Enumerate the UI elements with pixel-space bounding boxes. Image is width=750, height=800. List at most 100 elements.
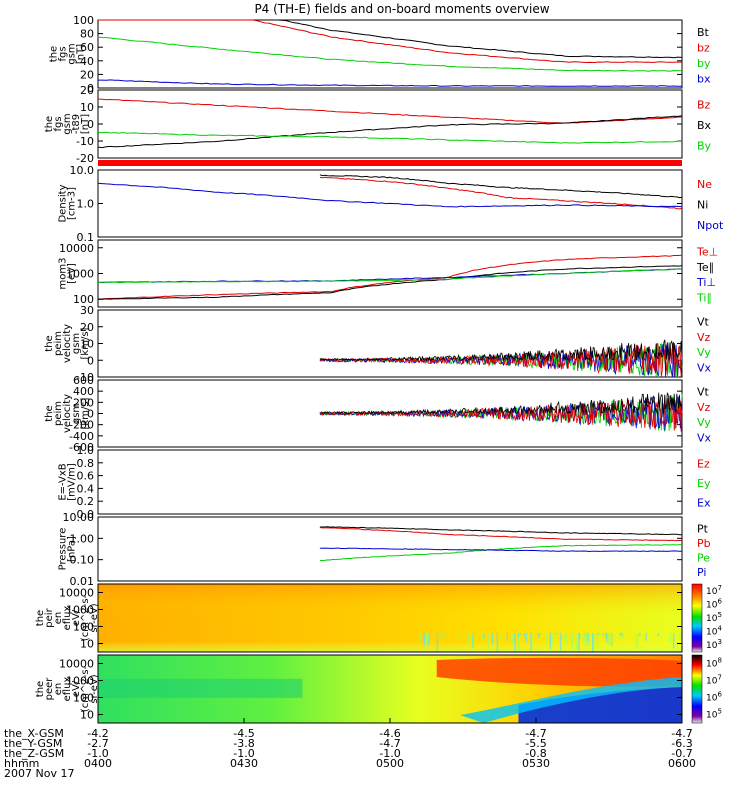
series-Pe bbox=[319, 544, 682, 562]
x-tick-label: -1.0 bbox=[87, 747, 108, 760]
spectrogram-speckle bbox=[517, 632, 519, 649]
spectrogram-speckle bbox=[458, 632, 460, 638]
spectrogram-speckle bbox=[435, 632, 437, 635]
panel-frame bbox=[97, 19, 683, 89]
legend-label: Vz bbox=[697, 331, 711, 344]
x-tick-label: -5.5 bbox=[525, 737, 546, 750]
colorbar-tick-label: 106 bbox=[706, 691, 722, 704]
y-tick-label: 10 bbox=[80, 709, 94, 722]
date-label: 2007 Nov 17 bbox=[4, 767, 74, 780]
y-tick-label: 20 bbox=[80, 84, 94, 97]
panel-7: 0.00.20.40.60.81.0 E=-VxB[mV/m] Ez Ey Ex bbox=[58, 444, 711, 521]
y-tick-label: 20 bbox=[80, 321, 94, 334]
x-tick-label: 0400 bbox=[84, 757, 112, 770]
y-axis-label: mom3[eV] bbox=[58, 258, 78, 290]
spectrogram-speckle bbox=[419, 632, 421, 641]
spectrogram-speckle bbox=[467, 632, 470, 643]
panel-frame bbox=[97, 239, 683, 308]
x-tick-label: -4.2 bbox=[87, 727, 108, 740]
series-Ni bbox=[319, 174, 683, 199]
panel-5: -10 0 10 20 30 thepeimvelocitygsm[km/s] Vt Vz Vy… bbox=[44, 304, 712, 384]
spectrogram-speckle bbox=[597, 632, 599, 636]
y-tick-label: -10 bbox=[76, 371, 94, 384]
x-tick-label: -1.0 bbox=[379, 747, 400, 760]
y-tick-label: -10 bbox=[76, 135, 94, 148]
spectrogram-speckle bbox=[531, 632, 533, 648]
y-tick-label: 10000 bbox=[59, 658, 94, 671]
y-tick-label: 0 bbox=[87, 408, 94, 421]
spectrogram-speckle bbox=[607, 632, 609, 645]
x-label-row: the_X-GSM bbox=[4, 727, 64, 740]
y-tick-label: 400 bbox=[73, 385, 94, 398]
spectrogram-speckle bbox=[472, 632, 474, 648]
series-Pb bbox=[319, 527, 682, 542]
spectrogram-speckle bbox=[559, 632, 562, 651]
series-Ti_par bbox=[97, 268, 683, 284]
spectrogram-speckle bbox=[537, 632, 540, 638]
y-tick-label: 10 bbox=[80, 638, 94, 651]
spectrogram-speckle bbox=[621, 632, 623, 637]
legend-label: Vt bbox=[697, 316, 710, 329]
spectrogram-speckle bbox=[576, 632, 578, 651]
legend-label: Vy bbox=[697, 416, 711, 429]
legend-label: Ez bbox=[697, 458, 710, 471]
spectrogram-speckle bbox=[657, 632, 660, 637]
colorbar-tick-label: 106 bbox=[706, 597, 722, 610]
spectrogram-speckle bbox=[535, 632, 538, 634]
y-tick-label: 0 bbox=[87, 354, 94, 367]
y-axis-label: thepeerenefluxeV/(cm^2-s-sr-eV) bbox=[35, 665, 100, 712]
y-tick-label: 10000 bbox=[59, 242, 94, 255]
panel-frame bbox=[97, 516, 683, 582]
y-tick-label: 200 bbox=[73, 396, 94, 409]
y-tick-label: 0.1 bbox=[77, 231, 95, 244]
spectrogram-speckle bbox=[639, 632, 641, 637]
y-tick-label: 0.6 bbox=[77, 470, 95, 483]
y-tick-label: 20 bbox=[80, 68, 94, 81]
spectrogram-speckle bbox=[555, 632, 558, 635]
electron-low-flux bbox=[518, 687, 682, 723]
spectrogram-speckle bbox=[523, 632, 525, 638]
velocity-trace-red bbox=[319, 395, 683, 432]
spectrogram-speckle bbox=[610, 632, 612, 646]
y-tick-label: 10.00 bbox=[63, 511, 95, 524]
legend-label: Pe bbox=[697, 551, 710, 564]
spectrogram-speckle bbox=[500, 632, 502, 641]
spectrogram-speckle bbox=[596, 632, 599, 649]
spectrogram-speckle bbox=[474, 632, 476, 635]
spectrogram-speckle bbox=[479, 632, 481, 635]
y-tick-label: 1000 bbox=[66, 604, 94, 617]
y-tick-label: -400 bbox=[69, 430, 94, 443]
series-bz bbox=[98, 19, 682, 64]
series-bx bbox=[98, 79, 682, 87]
colorbar-tick-label: 107 bbox=[706, 584, 722, 597]
y-tick-label: 40 bbox=[80, 55, 94, 68]
y-tick-label: 1000 bbox=[66, 675, 94, 688]
spectrogram-speckle bbox=[602, 632, 604, 636]
legend-label: Pb bbox=[697, 537, 711, 550]
legend-label: Ex bbox=[697, 496, 711, 509]
electron-mid-flux bbox=[460, 677, 682, 723]
y-tick-label: 100 bbox=[73, 293, 94, 306]
x-label-row: the_Z-GSM bbox=[4, 747, 64, 760]
spectrogram-speckle bbox=[506, 632, 509, 641]
spectrogram-speckle bbox=[491, 632, 494, 645]
colorbar bbox=[691, 654, 703, 724]
legend-label: Bx bbox=[697, 119, 712, 132]
y-tick-label: 0.4 bbox=[77, 482, 95, 495]
spectrogram-speckle bbox=[594, 632, 596, 645]
spectrogram-speckle bbox=[634, 632, 637, 646]
x-tick-label: -0.7 bbox=[671, 747, 692, 760]
spectrogram-speckle bbox=[549, 632, 552, 649]
spectrogram-speckle bbox=[604, 632, 607, 639]
spectrogram-speckle bbox=[587, 632, 589, 642]
spectrogram-speckle bbox=[423, 632, 426, 646]
y-tick-label: 100 bbox=[73, 14, 94, 27]
y-tick-label: 60 bbox=[80, 41, 94, 54]
spectrogram-speckle bbox=[679, 632, 681, 639]
spectrogram-speckle bbox=[583, 632, 585, 644]
spectrogram-speckle bbox=[514, 632, 516, 652]
y-axis-label: thepeimvelocitygsm[km/s] bbox=[44, 324, 91, 363]
y-tick-label: 1.0 bbox=[77, 198, 95, 211]
